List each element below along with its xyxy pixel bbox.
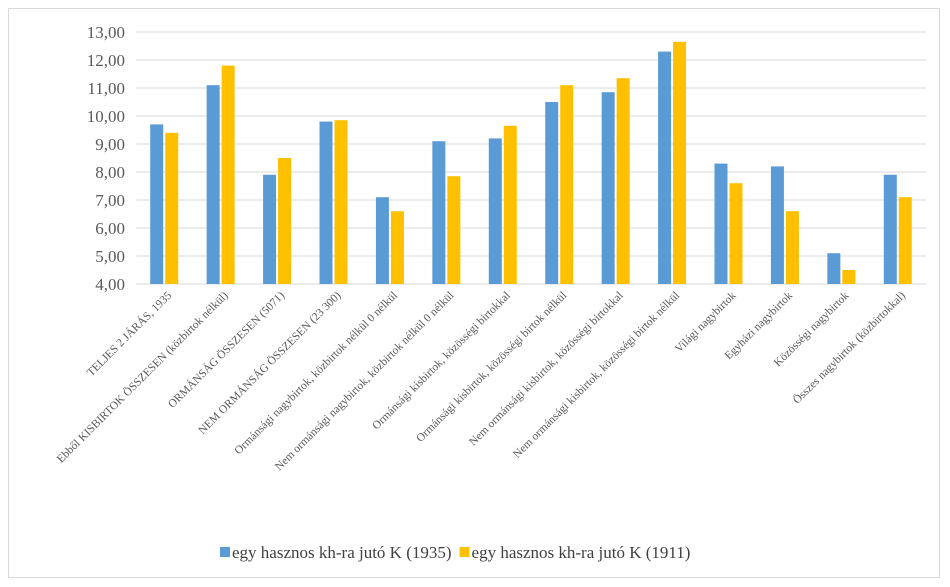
bar bbox=[278, 158, 292, 284]
bars bbox=[150, 41, 912, 285]
bar bbox=[658, 51, 672, 284]
bar bbox=[842, 270, 856, 284]
bar bbox=[488, 138, 502, 284]
bar bbox=[503, 125, 517, 284]
bar bbox=[390, 211, 404, 284]
y-axis-ticks: 4,00 5,00 6,00 7,00 8,00 9,00 10,00 11,00 12,00 1… bbox=[87, 23, 125, 294]
y-tick-label: 9,00 bbox=[95, 135, 125, 154]
legend-swatch bbox=[220, 547, 230, 557]
y-tick-label: 10,00 bbox=[87, 107, 125, 126]
bar bbox=[334, 120, 348, 284]
bar bbox=[601, 92, 615, 284]
bar bbox=[560, 85, 574, 284]
bar bbox=[263, 174, 277, 284]
legend-swatch bbox=[459, 547, 470, 557]
bar-chart: 4,00 5,00 6,00 7,00 8,00 9,00 10,00 11,00 12,00 1… bbox=[53, 23, 926, 562]
bar bbox=[898, 197, 912, 284]
bar bbox=[221, 65, 235, 284]
bar bbox=[785, 211, 799, 284]
bar bbox=[714, 163, 728, 284]
y-tick-label: 5,00 bbox=[95, 247, 125, 266]
bar bbox=[827, 253, 841, 284]
y-tick-label: 11,00 bbox=[87, 79, 125, 98]
legend-label: egy hasznos kh-ra jutó K (1911) bbox=[472, 543, 691, 562]
x-tick-label: Világi nagybirtok bbox=[673, 289, 739, 355]
bar bbox=[150, 124, 164, 285]
y-tick-label: 4,00 bbox=[95, 275, 125, 294]
x-tick-label: Összes nagybirtok (közbirtokkal) bbox=[790, 288, 908, 406]
y-tick-label: 8,00 bbox=[95, 163, 125, 182]
bar bbox=[729, 183, 743, 284]
bar bbox=[375, 197, 389, 284]
bar bbox=[883, 174, 897, 284]
gridlines bbox=[136, 31, 926, 285]
x-tick-label: ORMÁNSÁG ÖSSZESEN (5071) bbox=[165, 288, 288, 411]
legend-label: egy hasznos kh-ra jutó K (1935) bbox=[232, 543, 452, 562]
bar bbox=[447, 176, 461, 284]
y-tick-label: 12,00 bbox=[87, 51, 125, 70]
y-tick-label: 7,00 bbox=[95, 191, 125, 210]
legend: egy hasznos kh-ra jutó K (1935) egy haszn… bbox=[220, 543, 690, 562]
bar bbox=[165, 132, 179, 284]
y-tick-label: 6,00 bbox=[95, 219, 125, 238]
bar bbox=[206, 85, 220, 284]
y-tick-label: 13,00 bbox=[87, 23, 125, 42]
bar bbox=[616, 78, 630, 284]
bar bbox=[545, 102, 559, 284]
bar bbox=[319, 121, 333, 284]
bar bbox=[432, 141, 446, 284]
bar bbox=[770, 166, 784, 284]
bar bbox=[673, 41, 687, 284]
chart-frame: 4,00 5,00 6,00 7,00 8,00 9,00 10,00 11,00 12,00 1… bbox=[8, 8, 940, 578]
